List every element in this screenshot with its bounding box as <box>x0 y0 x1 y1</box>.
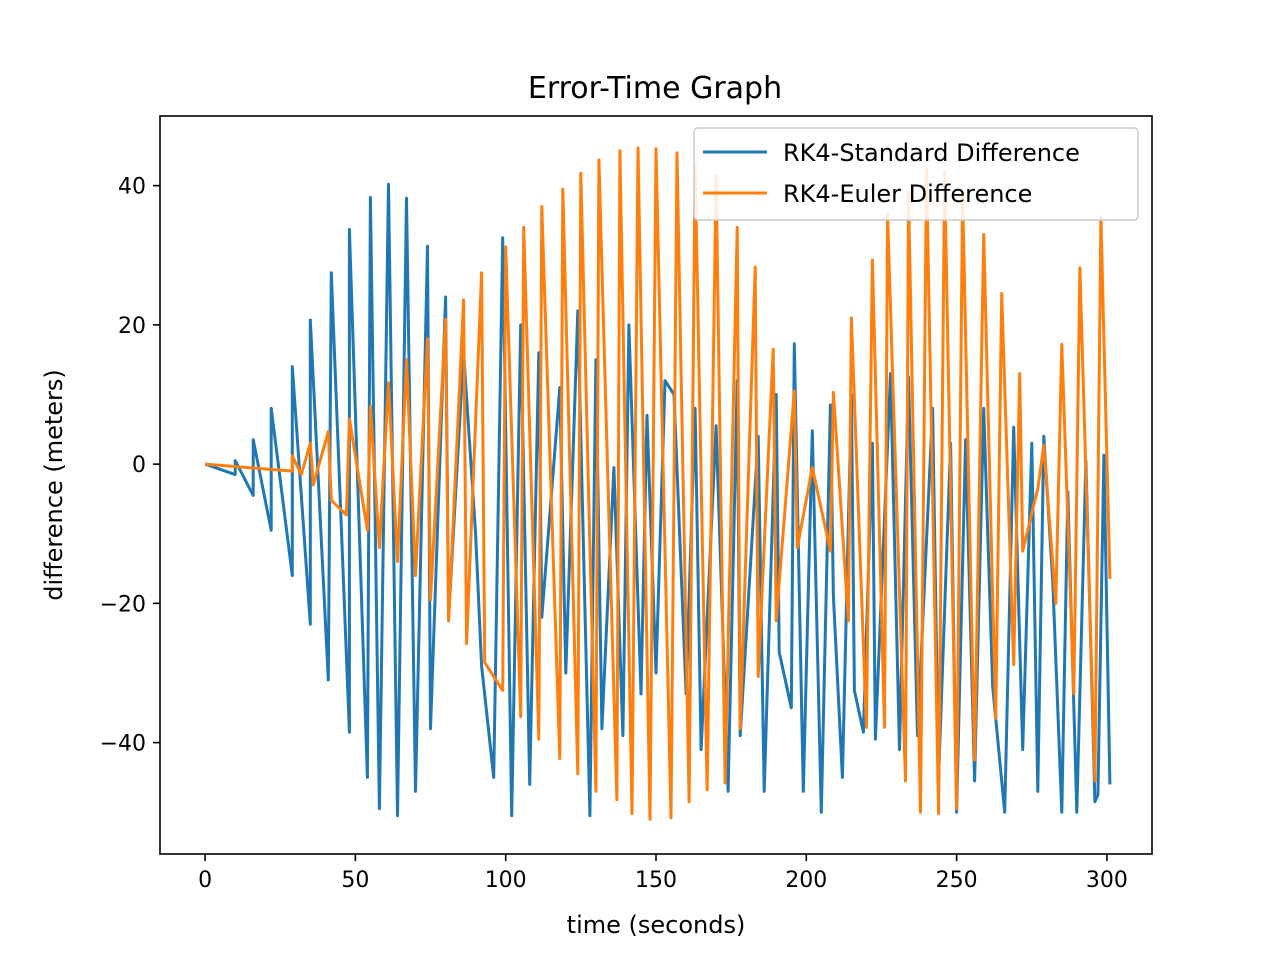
legend-box <box>693 127 1139 221</box>
x-tick-label: 300 <box>1086 868 1128 893</box>
x-axis: 0 50 100 150 200 250 300 <box>198 854 1128 893</box>
x-tick-label: 250 <box>936 868 978 893</box>
y-tick-label: 0 <box>132 453 146 478</box>
legend-label-rk4-euler: RK4-Euler Difference <box>783 180 1032 208</box>
y-axis: −40 −20 0 20 40 <box>100 175 160 757</box>
legend-label-rk4-standard: RK4-Standard Difference <box>783 139 1080 167</box>
y-tick-label: 40 <box>118 175 146 200</box>
y-axis-label: difference (meters) <box>40 369 68 601</box>
x-axis-label: time (seconds) <box>567 911 746 939</box>
x-tick-label: 100 <box>485 868 527 893</box>
y-tick-label: −40 <box>100 732 146 757</box>
y-tick-label: 20 <box>118 314 146 339</box>
y-tick-label: −20 <box>100 592 146 617</box>
series-line-rk4-euler <box>204 146 1112 821</box>
plot-area <box>204 146 1112 821</box>
x-tick-label: 200 <box>785 868 827 893</box>
x-tick-label: 150 <box>635 868 677 893</box>
x-tick-label: 50 <box>341 868 369 893</box>
x-tick-label: 0 <box>198 868 212 893</box>
chart-title: Error-Time Graph <box>528 71 782 106</box>
legend: RK4-Standard Difference RK4-Euler Differ… <box>693 127 1139 221</box>
